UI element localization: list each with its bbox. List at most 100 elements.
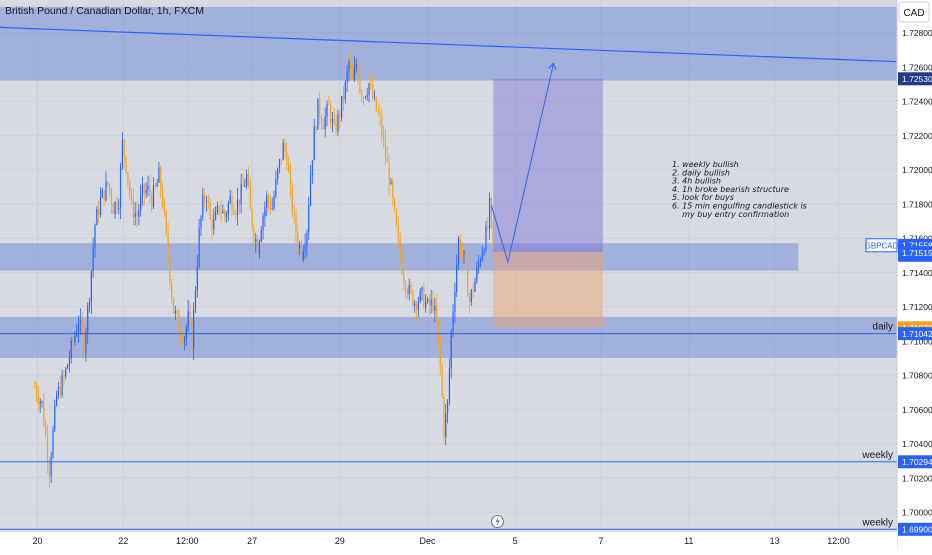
candle-body bbox=[320, 117, 323, 125]
candle-body bbox=[428, 298, 430, 306]
candle-body bbox=[92, 248, 94, 272]
candle-body bbox=[324, 115, 326, 130]
candle-body bbox=[483, 250, 485, 253]
lightning-icon[interactable] bbox=[491, 515, 504, 528]
candle-body bbox=[288, 164, 290, 172]
candle-body bbox=[242, 184, 244, 187]
price-tag-blue-dark: 1.72530 bbox=[898, 72, 932, 86]
zones bbox=[0, 6, 897, 358]
y-tick-label: 1.72800 bbox=[902, 28, 932, 38]
candle-body bbox=[335, 123, 337, 132]
candle-body bbox=[130, 194, 133, 200]
candle-body bbox=[346, 71, 348, 83]
candle-body bbox=[478, 262, 480, 268]
price-tag-value: 1.69900 bbox=[902, 524, 932, 534]
daily-zone bbox=[0, 316, 897, 358]
candle-body bbox=[273, 195, 275, 209]
candle-body bbox=[434, 305, 436, 311]
y-tick-label: 1.71800 bbox=[902, 199, 932, 209]
candle-body bbox=[492, 219, 494, 249]
candle-body bbox=[308, 205, 310, 233]
annotation-line: 4. 1h broke bearish structure bbox=[672, 185, 789, 194]
price-tag-value: 1.71515 bbox=[902, 248, 932, 258]
candle-body bbox=[355, 63, 357, 69]
candle-body bbox=[43, 401, 45, 426]
candle-body bbox=[467, 263, 469, 297]
candle-body bbox=[309, 174, 312, 206]
candle-body bbox=[300, 244, 303, 260]
candle-body bbox=[373, 96, 376, 98]
weekly-level-2-label: weekly bbox=[861, 517, 893, 528]
candle-body bbox=[94, 224, 96, 249]
candle-body bbox=[172, 297, 175, 314]
candle-body bbox=[408, 285, 410, 295]
price-tag-blue: 1.70294 bbox=[898, 455, 932, 469]
candle-body bbox=[56, 394, 58, 405]
candle-body bbox=[70, 340, 72, 359]
ticker-tag bbox=[865, 238, 898, 253]
candle-body bbox=[165, 212, 167, 234]
candle-body bbox=[348, 62, 350, 72]
candle-body bbox=[426, 298, 429, 302]
candle-body bbox=[297, 232, 299, 248]
candle-body bbox=[410, 285, 412, 291]
candle-body bbox=[267, 195, 270, 203]
candle-body bbox=[404, 282, 407, 291]
candle-body bbox=[200, 216, 202, 228]
candle-body bbox=[470, 289, 472, 303]
candle-body bbox=[236, 199, 239, 216]
candle-body bbox=[87, 305, 89, 333]
candle-body bbox=[414, 303, 416, 306]
candle-body bbox=[147, 185, 149, 191]
candle-body bbox=[57, 386, 60, 395]
candle-body bbox=[295, 213, 297, 233]
candle-body bbox=[191, 321, 193, 349]
candle-body bbox=[277, 168, 279, 180]
candle-body bbox=[112, 204, 114, 215]
x-tick-label: 20 bbox=[32, 536, 42, 546]
price-tag bbox=[898, 522, 932, 536]
candle-body bbox=[463, 250, 465, 254]
candle-body bbox=[140, 195, 142, 210]
candle-body bbox=[368, 83, 370, 95]
candle-body bbox=[209, 202, 211, 219]
candle-body bbox=[401, 255, 403, 274]
candle-body bbox=[52, 429, 54, 457]
candle-body bbox=[465, 250, 467, 264]
candle-body bbox=[185, 327, 187, 339]
candle-body bbox=[98, 208, 100, 215]
candle-body bbox=[286, 151, 288, 165]
candle-body bbox=[59, 386, 61, 396]
candle-body bbox=[161, 190, 164, 206]
candle-body bbox=[448, 368, 451, 401]
candle-body bbox=[143, 184, 145, 194]
candle-body bbox=[114, 202, 116, 215]
candle-body bbox=[227, 203, 229, 214]
candle-body bbox=[65, 368, 67, 377]
candle-body bbox=[63, 375, 65, 377]
candle-body bbox=[169, 260, 171, 284]
candle-body bbox=[163, 205, 166, 213]
candle-body bbox=[485, 225, 487, 251]
candle-body bbox=[437, 320, 440, 341]
candle-body bbox=[235, 213, 237, 216]
candle-body bbox=[366, 94, 368, 97]
candle-body bbox=[105, 181, 107, 200]
candle-body bbox=[141, 184, 144, 196]
y-tick-label: 1.70800 bbox=[902, 371, 932, 381]
candle-body bbox=[203, 195, 206, 202]
candle-body bbox=[152, 185, 155, 208]
candle-body bbox=[160, 167, 162, 191]
candle-body bbox=[72, 340, 74, 343]
candle-body bbox=[244, 185, 246, 187]
candle-body bbox=[275, 179, 277, 196]
candle-body bbox=[132, 199, 134, 218]
currency-button[interactable]: CAD bbox=[898, 1, 930, 23]
candle-body bbox=[412, 290, 414, 306]
candle-body bbox=[205, 200, 208, 202]
candle-body bbox=[315, 126, 317, 130]
candle-body bbox=[85, 332, 87, 354]
